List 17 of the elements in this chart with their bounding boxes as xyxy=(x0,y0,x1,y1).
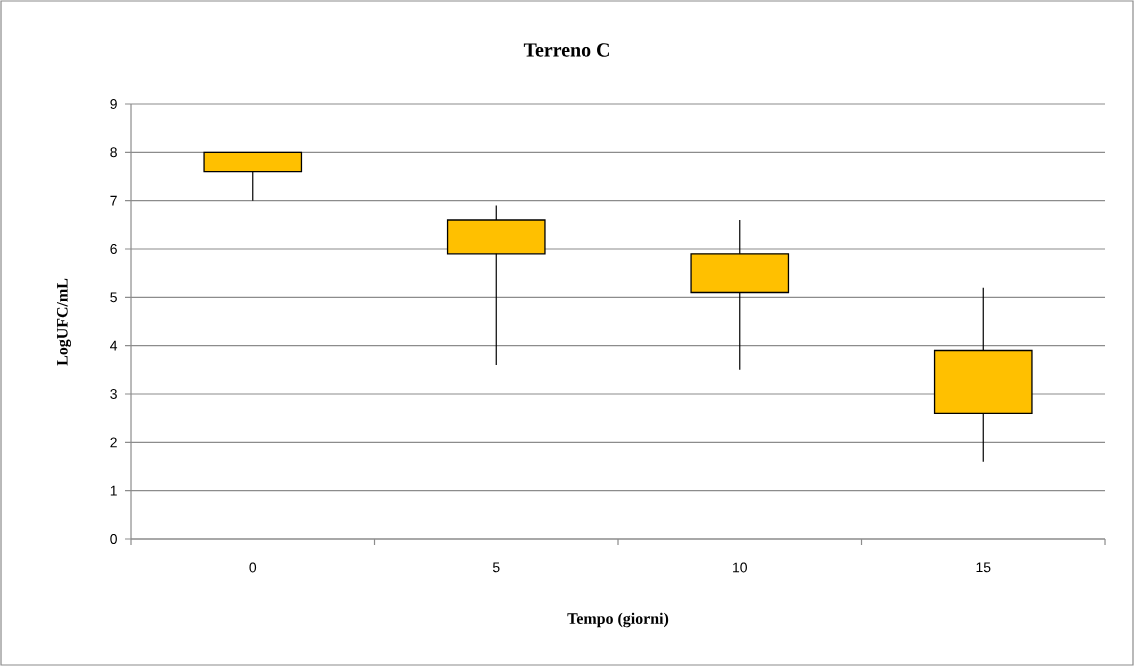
y-axis-title: LogUFC/mL xyxy=(56,278,72,366)
y-tick-label: 1 xyxy=(110,485,117,496)
x-tick-label: 0 xyxy=(249,562,257,573)
y-tick-label: 7 xyxy=(110,195,117,206)
y-tick-label: 6 xyxy=(110,244,117,254)
y-tick-label: 2 xyxy=(110,437,117,448)
x-tick-label: 15 xyxy=(976,562,991,573)
y-tick-label: 3 xyxy=(110,389,117,399)
y-tick-label: 9 xyxy=(110,99,117,109)
x-tick-label: 10 xyxy=(733,562,747,573)
y-tick-label: 8 xyxy=(110,147,117,158)
y-tick-label: 0 xyxy=(110,534,117,544)
x-tick-label: 5 xyxy=(492,562,500,573)
chart-title: Terreno C xyxy=(523,43,609,57)
x-axis-title: Tempo (giorni) xyxy=(567,612,669,628)
y-tick-label: 4 xyxy=(110,340,118,351)
y-tick-label: 5 xyxy=(110,292,117,303)
